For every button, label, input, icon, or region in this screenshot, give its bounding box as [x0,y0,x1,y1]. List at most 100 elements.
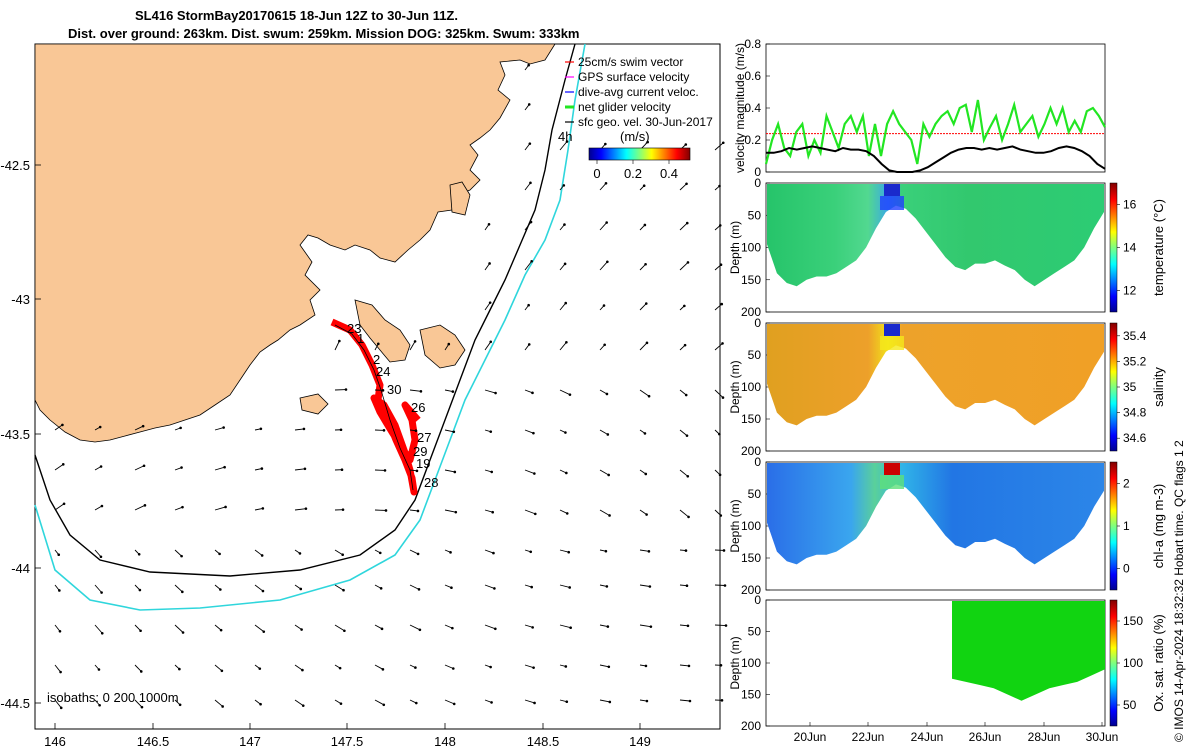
current-vector [524,624,533,628]
east-coast-island [449,181,471,216]
current-vector-head [644,472,648,476]
current-vector-head [718,184,721,188]
current-vector-head [686,261,690,264]
current-vector [639,624,651,628]
current-vector-head [529,181,532,185]
current-vector [174,549,182,557]
surface-anomaly-halo [880,475,904,489]
current-vector-head [380,627,384,631]
depth-colorbar [1109,182,1118,313]
current-vector-head [261,507,265,510]
current-vector-head [181,631,185,634]
current-vector-head [343,629,346,633]
current-vector [134,504,146,511]
current-vector [484,509,493,513]
current-vector-head [302,427,306,431]
current-vector-head [568,393,572,396]
depth-y-tick-label: 200 [741,583,761,597]
legend-label: dive-avg current veloc. [578,85,699,99]
current-vector-head [602,304,606,307]
map-x-tick-label: 149 [629,734,651,749]
velocity-ylabel: velocity magnitude (m/s) [733,43,747,173]
colorbar-tick-label: 35 [1123,380,1137,394]
current-vector-head [720,699,724,702]
current-vector-head [527,63,530,67]
time-x-tick-label: 20Jun [794,730,827,744]
velocity-y-tick-label: 0.4 [744,101,761,115]
current-vector-head [341,508,345,511]
current-vector [639,342,648,351]
current-vector-head [721,141,725,145]
colorbar-tick-label: 35.2 [1123,354,1147,368]
current-vector-head [416,509,420,513]
colorbar-tick-label: 14 [1123,241,1137,255]
current-vector [374,664,384,670]
current-vector-head [223,465,226,469]
current-vector [94,549,102,558]
current-vector-head [644,262,647,266]
current-vector [599,699,610,703]
current-vector-head [564,301,568,305]
current-vector [714,142,724,151]
current-vector [559,584,570,588]
current-vector-head [567,550,571,554]
current-vector [444,469,455,473]
current-vector-head [180,554,183,558]
current-vector-head [684,143,688,146]
current-vector-head [604,549,608,553]
depth-ylabel: Depth (m) [728,499,742,552]
isobath-1000m [34,43,586,611]
current-vector [524,221,532,231]
current-vector-head [489,430,493,433]
current-vector-head [563,223,566,226]
current-vector-head [685,434,689,437]
current-vector-head [487,222,491,226]
map-axes: 146 146.5 147 147.5 148 148.5 149 -42.5 -43 -43.5… [0,129,678,749]
current-vector-head [563,262,567,266]
current-vector [134,624,141,632]
current-vector [214,699,223,707]
colorbar-label: chl-a (mg m-3) [1151,484,1166,569]
current-vector-head [719,663,723,667]
current-vector-head [142,464,146,468]
current-vector [254,549,263,556]
current-vector [174,506,183,511]
depth-colorbar [1109,322,1118,452]
isobaths-label: isobaths: 0 200 1000m [47,690,179,705]
current-vector-head [180,466,183,469]
current-vector-head [533,701,536,705]
current-vector-head [683,304,686,308]
current-vector [639,263,646,271]
map-y-tick-label: -43 [11,292,30,307]
current-vector-head [647,394,651,398]
time-x-tick-label: 28Jun [1028,730,1061,744]
current-vector [639,509,647,515]
tasman-peninsula [419,324,466,369]
current-vector [444,664,454,669]
current-vector [54,424,63,431]
map-y-tick-label: -43.5 [0,427,30,442]
current-vector-head [533,512,537,516]
current-vector-head [258,667,262,670]
velocity-panel-frame [765,43,1106,173]
time-scale-label: 4h [558,129,572,144]
current-vector-head [723,584,727,587]
depth-y-tick-label: 150 [741,273,761,287]
colorbar-tick-label: 50 [1123,698,1137,712]
current-vector [294,699,304,707]
current-vector [444,624,453,629]
current-vector-head [224,505,227,509]
current-vector [559,342,567,351]
current-vector [524,664,534,669]
time-x-tick-label: 24Jun [911,730,944,744]
current-vector [714,303,723,311]
current-vector [679,429,688,437]
current-vector [444,699,455,705]
colorbar-tick-label: 150 [1123,614,1143,628]
current-vector [334,340,340,351]
current-vector [599,469,609,476]
current-vector-head [530,259,533,263]
current-vector-head [687,515,690,519]
current-vector-head [379,587,383,590]
